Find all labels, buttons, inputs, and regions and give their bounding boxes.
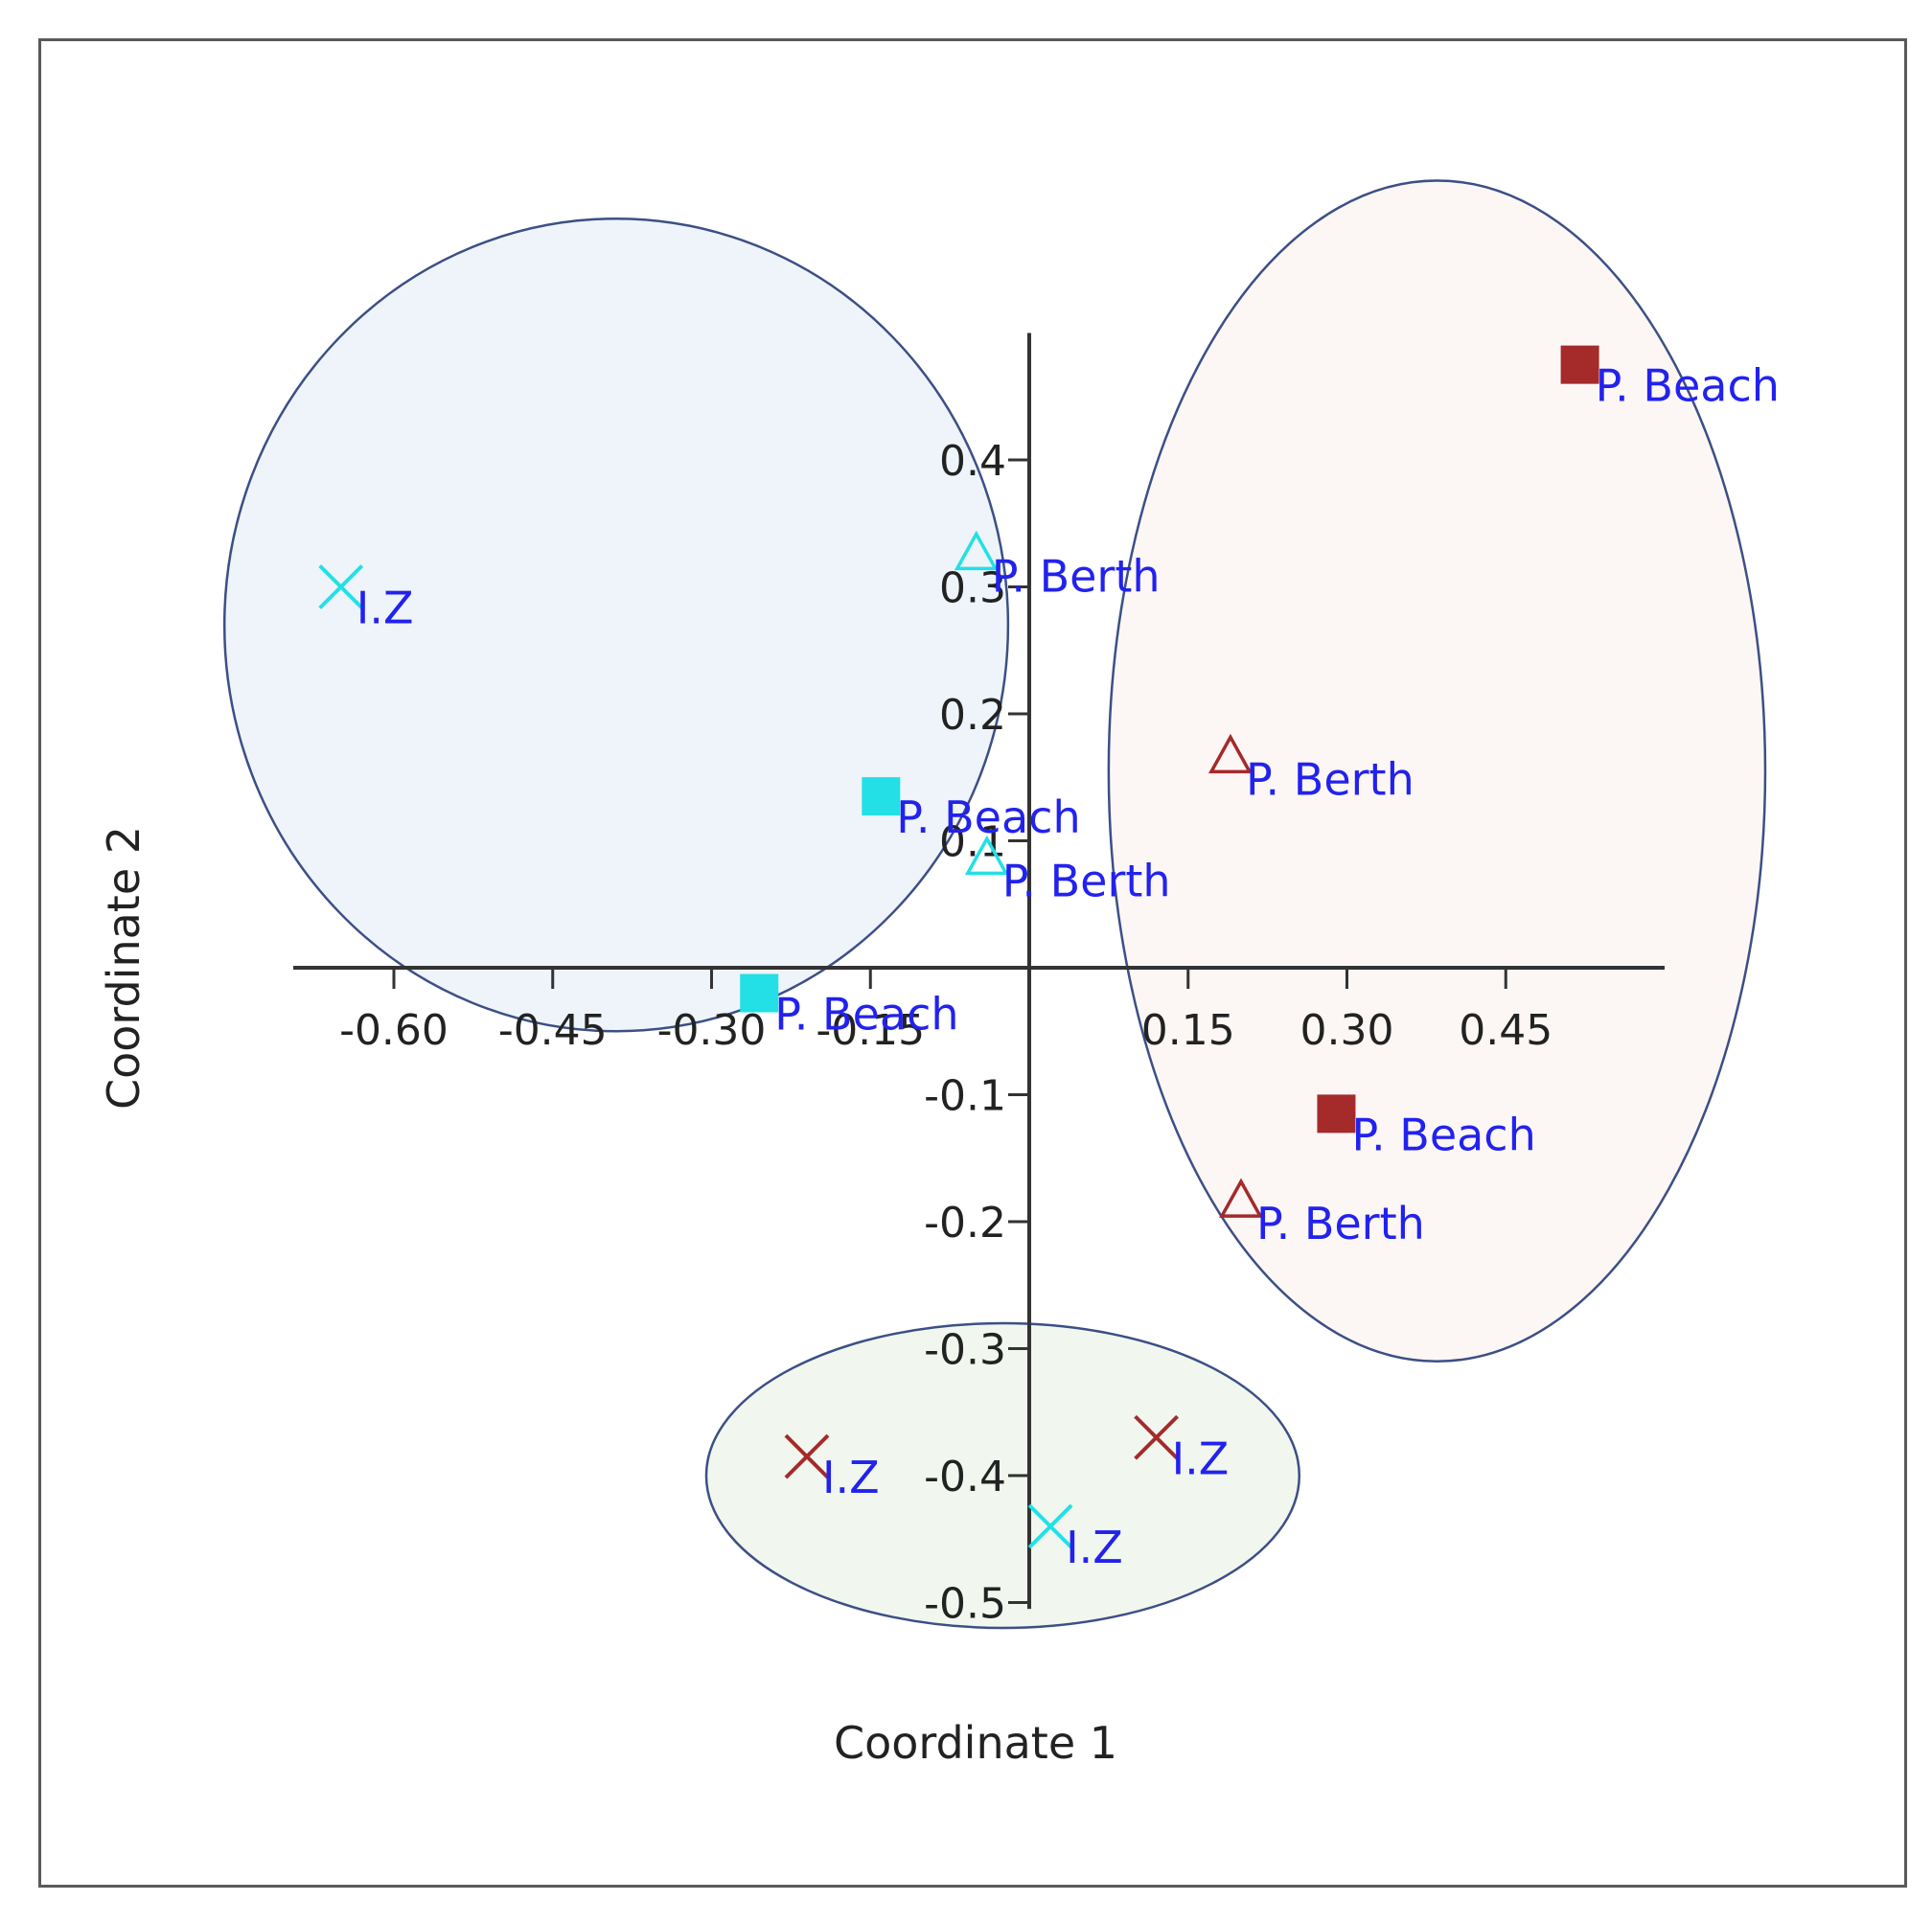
axes: -0.60 -0.45 -0.30 -0.15 0.15 0.30 0.45 0.4 0.3 0.… <box>293 332 1665 1629</box>
cross-stroke <box>1027 1503 1073 1549</box>
x-axis-title: Coordinate 1 <box>834 1717 1117 1769</box>
cross-stroke <box>1134 1414 1180 1460</box>
cross-marker <box>1134 1414 1180 1460</box>
cross-stroke <box>784 1433 830 1479</box>
triangle-marker <box>1208 733 1253 774</box>
cluster-ellipse-2 <box>1107 179 1767 1363</box>
point-label: I.Z <box>1066 1522 1123 1573</box>
point-label: P. Beach <box>896 791 1080 843</box>
square-marker <box>1560 345 1599 384</box>
point-label: I.Z <box>822 1452 880 1503</box>
x-tick-label: 0.45 <box>1459 1006 1552 1055</box>
x-tick-label: 0.30 <box>1300 1006 1394 1055</box>
y-tick-label: -0.3 <box>924 1326 1006 1375</box>
point-label: P. Beach <box>774 989 958 1041</box>
y-tick-label: -0.1 <box>924 1072 1006 1121</box>
cluster-ellipses <box>222 179 1767 1630</box>
y-tick-label: -0.2 <box>924 1199 1006 1248</box>
point-label: I.Z <box>1172 1432 1230 1484</box>
y-tick-label: 0.4 <box>939 437 1006 486</box>
point-label: P. Beach <box>1351 1109 1535 1160</box>
x-tick-label: -0.60 <box>339 1006 448 1055</box>
data-points: P. Beach P. Beach P. Berth P. Berth I.Z I.Z P.… <box>318 345 1780 1573</box>
x-tick-label: 0.15 <box>1141 1006 1235 1055</box>
cross-stroke <box>318 564 364 609</box>
y-tick-label: 0.3 <box>939 564 1006 613</box>
x-tick-label: -0.45 <box>498 1006 608 1055</box>
point-label: P. Berth <box>1256 1198 1425 1249</box>
square-marker <box>740 973 779 1013</box>
y-tick-label: 0.2 <box>939 691 1006 740</box>
y-tick-label: -0.4 <box>924 1453 1006 1501</box>
x-tick-label: -0.15 <box>816 1006 925 1055</box>
point-label: P. Berth <box>1002 855 1171 906</box>
y-tick-label: -0.5 <box>924 1580 1006 1629</box>
cross-marker <box>784 1433 830 1479</box>
square-marker <box>1317 1094 1356 1134</box>
point-label: P. Berth <box>992 550 1161 602</box>
x-tick-label: -0.30 <box>657 1006 767 1055</box>
triangle-marker <box>954 530 999 571</box>
square-marker <box>862 777 901 816</box>
triangle-marker <box>1219 1178 1263 1218</box>
y-tick-label: 0.1 <box>939 818 1006 867</box>
cross-marker <box>1027 1503 1073 1549</box>
triangle-marker <box>964 835 1009 876</box>
point-label: P. Berth <box>1246 753 1414 805</box>
cluster-ellipse-3 <box>704 1321 1301 1630</box>
cluster-ellipse-1 <box>222 218 1010 1033</box>
cross-marker <box>318 564 364 609</box>
point-label: I.Z <box>356 583 414 634</box>
point-label: P. Beach <box>1596 360 1780 412</box>
y-axis-title: Coordinate 2 <box>98 826 150 1110</box>
